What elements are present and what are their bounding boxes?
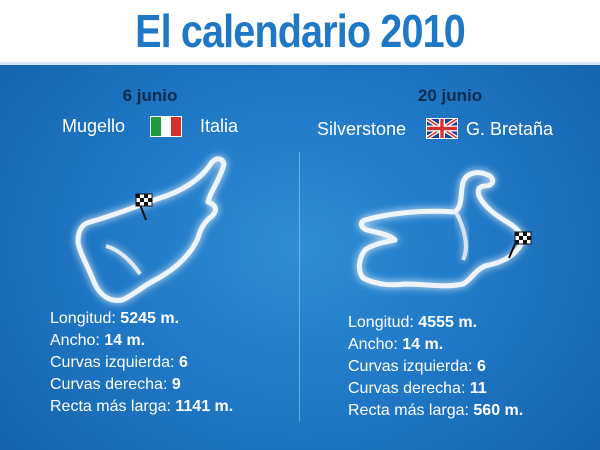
race-date: 20 junio bbox=[417, 86, 483, 105]
race-date: 6 junio bbox=[122, 86, 178, 105]
stat-left-turns: Curvas izquierda: 6 bbox=[50, 354, 188, 371]
mugello-track-map bbox=[75, 156, 227, 303]
country-name: Italia bbox=[200, 116, 239, 136]
race-card-silverstone: 20 junio Silverstone G. Bretaña bbox=[300, 62, 600, 450]
silverstone-track-map bbox=[356, 170, 532, 289]
checkered-flag-icon bbox=[508, 231, 532, 259]
country-name: G. Bretaña bbox=[466, 119, 554, 139]
stat-right-turns: Curvas derecha: 11 bbox=[348, 380, 487, 397]
circuit-name: Silverstone bbox=[317, 119, 407, 139]
stat-width: Ancho: 14 m. bbox=[50, 332, 146, 349]
stat-width: Ancho: 14 m. bbox=[348, 336, 444, 353]
column-divider bbox=[299, 152, 300, 422]
united-kingdom-flag-icon bbox=[426, 118, 458, 139]
stat-length: Longitud: 5245 m. bbox=[50, 310, 180, 327]
page-title: El calendario 2010 bbox=[135, 5, 466, 57]
race-card-mugello: 6 junio Mugello Italia Lon bbox=[0, 62, 300, 450]
italy-flag-icon bbox=[150, 116, 182, 137]
track-stats: Longitud: 5245 m. Ancho: 14 m. Curvas iz… bbox=[50, 308, 233, 418]
header-bar: El calendario 2010 bbox=[0, 0, 600, 65]
stat-longest-straight: Recta más larga: 560 m. bbox=[348, 402, 524, 419]
circuit-name: Mugello bbox=[62, 116, 126, 136]
stat-left-turns: Curvas izquierda: 6 bbox=[348, 358, 486, 375]
track-stats: Longitud: 4555 m. Ancho: 14 m. Curvas iz… bbox=[348, 312, 523, 422]
checkered-flag-icon bbox=[135, 193, 153, 221]
stat-longest-straight: Recta más larga: 1141 m. bbox=[50, 398, 234, 415]
stat-right-turns: Curvas derecha: 9 bbox=[50, 376, 181, 393]
stat-length: Longitud: 4555 m. bbox=[348, 314, 478, 331]
